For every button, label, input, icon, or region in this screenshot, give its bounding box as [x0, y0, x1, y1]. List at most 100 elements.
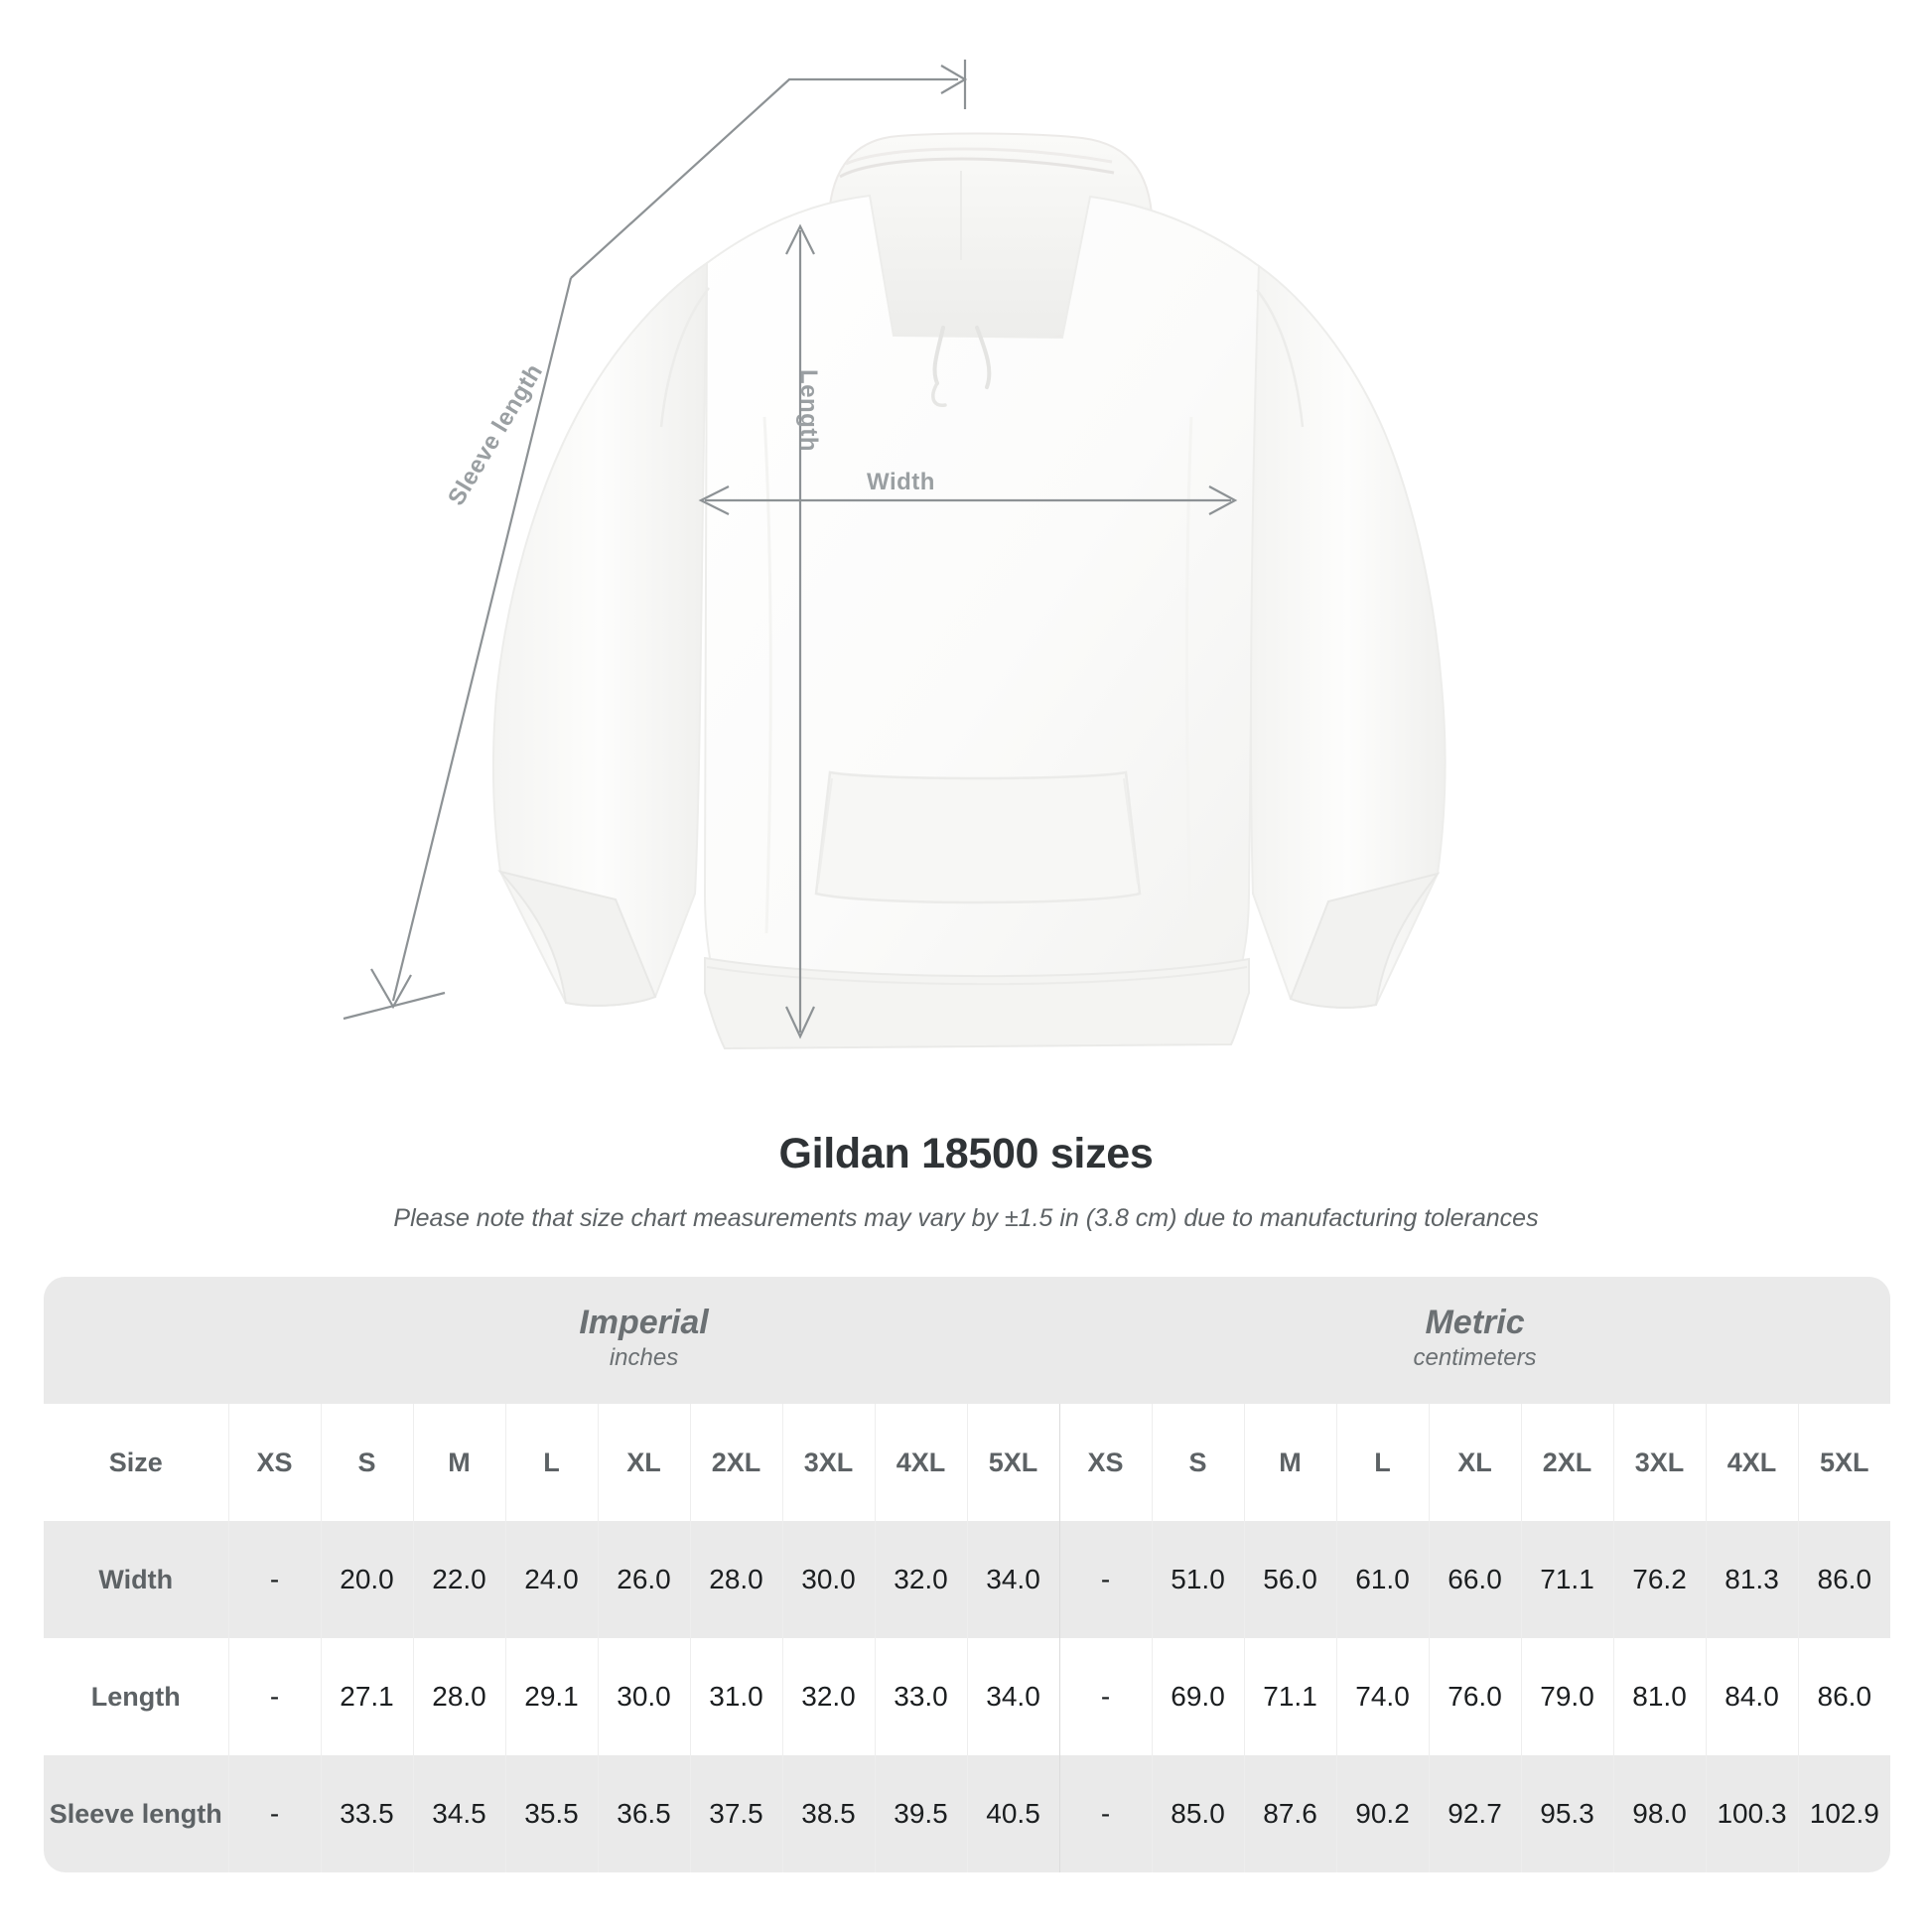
size-header-metric-2xl: 2XL: [1520, 1404, 1614, 1521]
tolerance-note: Please note that size chart measurements…: [393, 1204, 1539, 1232]
size-header-label: Size: [44, 1404, 228, 1521]
cell-sleeve-imperial-m: 34.5: [412, 1755, 505, 1872]
size-header-imperial-5xl: 5XL: [966, 1404, 1060, 1521]
cell-width-imperial-5xl: 34.0: [966, 1521, 1060, 1638]
cell-length-metric-xl: 76.0: [1428, 1638, 1522, 1755]
garment-diagram: Sleeve length Length Width: [343, 60, 1447, 1050]
width-arrow-left: [698, 485, 730, 515]
unit-corner-cell: [44, 1277, 228, 1404]
title-block: Gildan 18500 sizes Please note that size…: [0, 1122, 1932, 1233]
cell-length-imperial-xs: -: [227, 1638, 321, 1755]
cell-sleeve-metric-l: 90.2: [1335, 1755, 1430, 1872]
cell-length-imperial-m: 28.0: [412, 1638, 505, 1755]
cell-sleeve-imperial-3xl: 38.5: [781, 1755, 875, 1872]
size-header-metric-l: L: [1335, 1404, 1430, 1521]
unit-sub-metric: centimeters: [1413, 1344, 1537, 1372]
cell-length-imperial-4xl: 33.0: [874, 1638, 967, 1755]
row-label-width: Width: [44, 1521, 228, 1638]
length-arrow-top: [785, 223, 815, 255]
size-header-imperial-l: L: [504, 1404, 598, 1521]
table-row-width: Width - 20.0 22.0 24.0 26.0 28.0 30.0 32…: [44, 1521, 1891, 1638]
cell-sleeve-metric-xl: 92.7: [1428, 1755, 1522, 1872]
sleeve-callout-line: [570, 77, 958, 279]
sleeve-length-arrowhead: [370, 968, 412, 1010]
cell-width-imperial-2xl: 28.0: [689, 1521, 782, 1638]
cell-sleeve-metric-m: 87.6: [1243, 1755, 1337, 1872]
cell-width-metric-xs: -: [1058, 1521, 1153, 1638]
width-dim-label: Width: [867, 469, 935, 495]
table-row-sleeve-length: Sleeve length - 33.5 34.5 35.5 36.5 37.5…: [44, 1755, 1891, 1872]
table-row-length: Length - 27.1 28.0 29.1 30.0 31.0 32.0 3…: [44, 1638, 1891, 1755]
cell-sleeve-imperial-2xl: 37.5: [689, 1755, 782, 1872]
length-arrow-bottom: [785, 1006, 815, 1039]
cell-width-metric-l: 61.0: [1335, 1521, 1430, 1638]
size-header-row: Size XS S M L XL 2XL 3XL 4XL 5XL XS S M …: [44, 1404, 1891, 1521]
cell-length-metric-4xl: 84.0: [1705, 1638, 1799, 1755]
size-header-metric-s: S: [1151, 1404, 1245, 1521]
size-header-metric-5xl: 5XL: [1797, 1404, 1891, 1521]
unit-name-imperial: Imperial: [579, 1303, 709, 1341]
unit-banner-row: Imperial inches Metric centimeters: [44, 1277, 1891, 1404]
size-chart-table: Imperial inches Metric centimeters Size …: [44, 1277, 1891, 1872]
cell-sleeve-metric-xs: -: [1058, 1755, 1153, 1872]
cell-length-metric-5xl: 86.0: [1797, 1638, 1891, 1755]
cell-sleeve-metric-5xl: 102.9: [1797, 1755, 1891, 1872]
cell-length-metric-s: 69.0: [1151, 1638, 1245, 1755]
cell-sleeve-imperial-5xl: 40.5: [966, 1755, 1060, 1872]
hoodie-shape: [491, 132, 1447, 1050]
length-dim-label: Length: [795, 369, 822, 452]
cell-width-metric-s: 51.0: [1151, 1521, 1245, 1638]
cell-width-metric-m: 56.0: [1243, 1521, 1337, 1638]
cell-length-imperial-l: 29.1: [504, 1638, 598, 1755]
cell-length-imperial-5xl: 34.0: [966, 1638, 1060, 1755]
cell-width-imperial-xl: 26.0: [597, 1521, 690, 1638]
cell-sleeve-metric-2xl: 95.3: [1520, 1755, 1614, 1872]
cell-length-metric-m: 71.1: [1243, 1638, 1337, 1755]
cell-sleeve-imperial-s: 33.5: [320, 1755, 413, 1872]
cell-length-imperial-s: 27.1: [320, 1638, 413, 1755]
cell-width-metric-3xl: 76.2: [1612, 1521, 1707, 1638]
cell-length-imperial-2xl: 31.0: [689, 1638, 782, 1755]
cell-width-imperial-4xl: 32.0: [874, 1521, 967, 1638]
page-title: Gildan 18500 sizes: [778, 1130, 1154, 1177]
cell-width-metric-2xl: 71.1: [1520, 1521, 1614, 1638]
row-label-length: Length: [44, 1638, 228, 1755]
hoodie-illustration: [343, 60, 1447, 1050]
cell-length-metric-2xl: 79.0: [1520, 1638, 1614, 1755]
size-header-imperial-xl: XL: [597, 1404, 690, 1521]
size-header-imperial-2xl: 2XL: [689, 1404, 782, 1521]
unit-sub-imperial: inches: [609, 1344, 679, 1372]
cell-width-metric-xl: 66.0: [1428, 1521, 1522, 1638]
row-label-sleeve-length: Sleeve length: [44, 1755, 228, 1872]
cell-width-imperial-3xl: 30.0: [781, 1521, 875, 1638]
cell-width-metric-4xl: 81.3: [1705, 1521, 1799, 1638]
width-arrow-right: [1208, 485, 1238, 515]
cell-width-imperial-l: 24.0: [504, 1521, 598, 1638]
cell-length-metric-xs: -: [1058, 1638, 1153, 1755]
cell-sleeve-imperial-4xl: 39.5: [874, 1755, 967, 1872]
cell-sleeve-metric-s: 85.0: [1151, 1755, 1245, 1872]
cell-length-imperial-3xl: 32.0: [781, 1638, 875, 1755]
size-header-metric-xl: XL: [1428, 1404, 1522, 1521]
size-header-metric-xs: XS: [1058, 1404, 1153, 1521]
cell-sleeve-imperial-xs: -: [227, 1755, 321, 1872]
size-header-imperial-3xl: 3XL: [781, 1404, 875, 1521]
cell-width-imperial-m: 22.0: [412, 1521, 505, 1638]
cell-sleeve-metric-3xl: 98.0: [1612, 1755, 1707, 1872]
cell-sleeve-metric-4xl: 100.3: [1705, 1755, 1799, 1872]
size-header-metric-m: M: [1243, 1404, 1337, 1521]
sleeve-length-endcap: [343, 991, 446, 1021]
cell-width-imperial-xs: -: [227, 1521, 321, 1638]
unit-header-imperial: Imperial inches: [228, 1277, 1060, 1404]
size-header-imperial-4xl: 4XL: [874, 1404, 967, 1521]
size-header-metric-4xl: 4XL: [1705, 1404, 1799, 1521]
sleeve-length-line: [391, 277, 573, 1002]
unit-header-metric: Metric centimeters: [1059, 1277, 1891, 1404]
cell-width-imperial-s: 20.0: [320, 1521, 413, 1638]
size-header-metric-3xl: 3XL: [1612, 1404, 1707, 1521]
cell-length-metric-3xl: 81.0: [1612, 1638, 1707, 1755]
size-table-wrap: Imperial inches Metric centimeters Size …: [44, 1277, 1891, 1872]
cell-sleeve-imperial-xl: 36.5: [597, 1755, 690, 1872]
cell-length-metric-l: 74.0: [1335, 1638, 1430, 1755]
unit-name-metric: Metric: [1425, 1303, 1525, 1341]
